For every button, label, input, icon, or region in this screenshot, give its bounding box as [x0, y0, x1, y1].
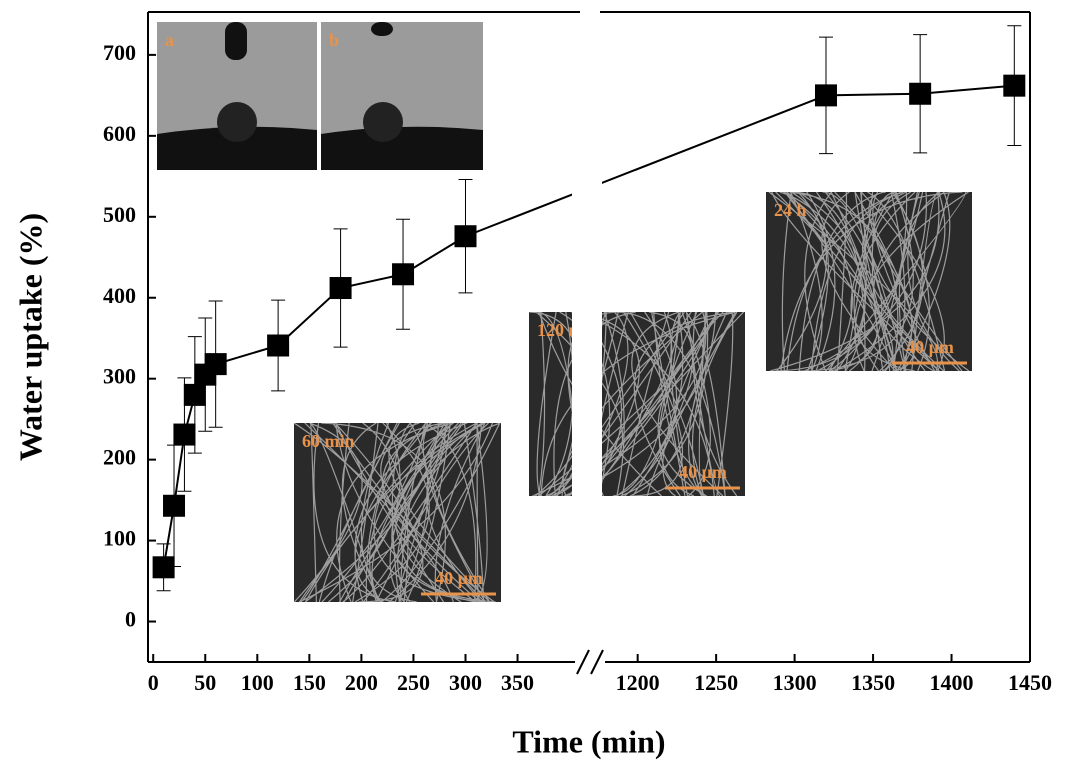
inset-scale: 40 µm — [906, 337, 954, 357]
x-tick-label: 1400 — [930, 670, 974, 695]
inset-label: a — [165, 30, 174, 50]
x-tick-label: 1450 — [1008, 670, 1052, 695]
marker — [1003, 74, 1026, 97]
x-tick-label: 150 — [293, 670, 326, 695]
x-tick-label: 350 — [501, 670, 534, 695]
y-tick-label: 0 — [125, 607, 136, 632]
needle — [225, 22, 247, 60]
x-tick-label: 0 — [148, 670, 159, 695]
x-tick-label: 50 — [194, 670, 216, 695]
x-tick-label: 1350 — [851, 670, 895, 695]
marker — [152, 556, 175, 579]
marker — [183, 383, 206, 406]
inset: 40 µm 60 min — [294, 423, 501, 602]
marker — [204, 353, 227, 376]
marker — [267, 334, 290, 357]
break-mark — [590, 649, 604, 675]
inset-label: 60 min — [302, 431, 355, 451]
y-tick-label: 100 — [103, 526, 136, 551]
marker — [173, 423, 196, 446]
droplet — [217, 102, 257, 142]
inset-scale: 40 µm — [435, 568, 483, 588]
y-tick-label: 700 — [103, 40, 136, 65]
marker — [909, 82, 932, 105]
x-tick-label: 200 — [345, 670, 378, 695]
break-gap — [572, 14, 602, 644]
inset-label: b — [329, 30, 339, 50]
x-tick-label: 1300 — [773, 670, 817, 695]
substrate — [157, 126, 317, 170]
needle — [371, 22, 393, 36]
y-tick-label: 300 — [103, 364, 136, 389]
marker — [329, 277, 352, 300]
y-tick-label: 200 — [103, 445, 136, 470]
x-axis-title: Time (min) — [512, 723, 665, 759]
inset-scale: 40 µm — [679, 462, 727, 482]
y-tick-label: 600 — [103, 121, 136, 146]
marker — [392, 263, 415, 286]
x-tick-label: 1250 — [694, 670, 738, 695]
x-tick-label: 250 — [397, 670, 430, 695]
fibers — [294, 423, 501, 602]
inset-label: 24 h — [774, 200, 807, 220]
x-tick-label: 1200 — [616, 670, 660, 695]
inset: a — [157, 22, 317, 170]
x-tick-label: 300 — [449, 670, 482, 695]
break-mark — [576, 649, 590, 675]
y-tick-label: 400 — [103, 283, 136, 308]
marker — [814, 84, 837, 107]
y-tick-label: 500 — [103, 202, 136, 227]
marker — [454, 225, 477, 248]
substrate — [321, 126, 483, 170]
fibers — [768, 192, 970, 371]
droplet — [363, 102, 403, 142]
inset: 40 µm 24 h — [766, 192, 972, 371]
x-tick-label: 100 — [241, 670, 274, 695]
y-axis-title: Water uptake (%) — [12, 213, 48, 461]
marker — [163, 494, 186, 517]
inset: b — [321, 22, 483, 170]
